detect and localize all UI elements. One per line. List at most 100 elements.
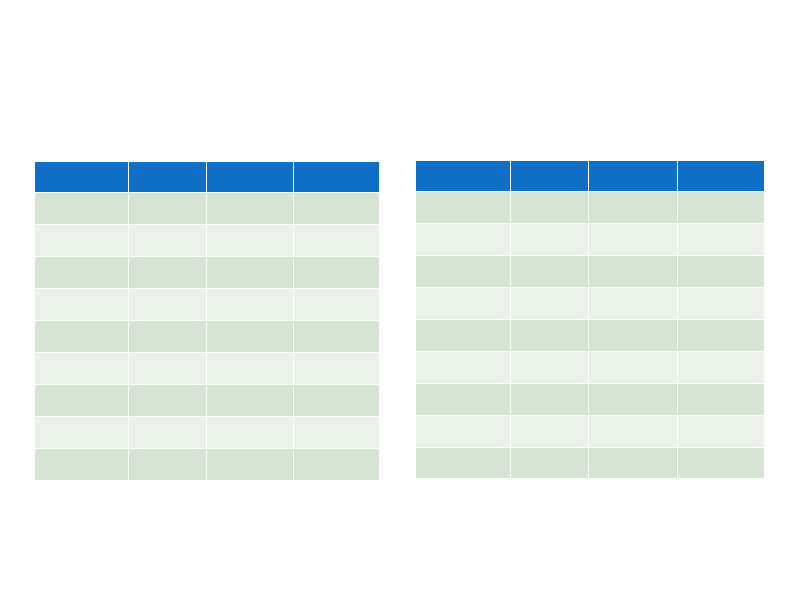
table-cell	[292, 320, 381, 353]
table-cell	[292, 352, 381, 385]
table-cell	[414, 191, 512, 224]
table-cell	[676, 383, 766, 416]
table-cell	[676, 319, 766, 352]
table-cell	[292, 224, 381, 257]
table-row	[414, 447, 766, 479]
table-cell	[414, 287, 512, 320]
table-cell	[292, 192, 381, 225]
header-cell	[510, 160, 590, 192]
table-cell	[510, 223, 590, 256]
table-cell	[510, 255, 590, 288]
table-cell	[33, 384, 130, 417]
table-cell	[33, 224, 130, 257]
table-row	[414, 319, 766, 352]
table-cell	[414, 319, 512, 352]
table-cell	[588, 447, 678, 479]
table-cell	[510, 415, 590, 448]
table-cell	[510, 191, 590, 224]
table-cell	[588, 319, 678, 352]
table-cell	[33, 320, 130, 353]
table-cell	[588, 383, 678, 416]
table-cell	[206, 384, 294, 417]
header-cell	[588, 160, 678, 192]
header-cell	[414, 160, 512, 192]
table	[414, 160, 766, 479]
table-cell	[292, 448, 381, 481]
table-cell	[206, 224, 294, 257]
table-row	[33, 352, 381, 385]
table-row	[33, 320, 381, 353]
table-cell	[414, 447, 512, 479]
table-cell	[128, 448, 208, 481]
table-cell	[292, 416, 381, 449]
table-row	[33, 192, 381, 225]
table-row	[33, 448, 381, 481]
table-cell	[206, 192, 294, 225]
table-cell	[588, 287, 678, 320]
table-cell	[128, 192, 208, 225]
table-cell	[33, 448, 130, 481]
header-cell	[128, 161, 208, 193]
table-cell	[588, 351, 678, 384]
table-cell	[128, 352, 208, 385]
table-cell	[128, 288, 208, 321]
header-cell	[33, 161, 130, 193]
table-cell	[33, 256, 130, 289]
table-cell	[414, 351, 512, 384]
table-row	[414, 351, 766, 384]
table-cell	[676, 255, 766, 288]
table-cell	[414, 223, 512, 256]
table-cell	[588, 223, 678, 256]
table-row	[414, 287, 766, 320]
table-cell	[292, 256, 381, 289]
table-cell	[676, 351, 766, 384]
table-cell	[588, 415, 678, 448]
table-cell	[206, 448, 294, 481]
table-cell	[292, 384, 381, 417]
table-row	[414, 191, 766, 224]
table-cell	[206, 288, 294, 321]
table-row	[414, 383, 766, 416]
table-cell	[206, 256, 294, 289]
table-row	[33, 384, 381, 417]
table-cell	[588, 191, 678, 224]
table-cell	[510, 447, 590, 479]
table-row	[414, 415, 766, 448]
table-cell	[206, 416, 294, 449]
table-row	[33, 256, 381, 289]
table-cell	[414, 255, 512, 288]
table-row	[33, 416, 381, 449]
header-cell	[206, 161, 294, 193]
table-cell	[676, 447, 766, 479]
table-cell	[33, 192, 130, 225]
table-cell	[414, 383, 512, 416]
table-cell	[128, 416, 208, 449]
table-row	[33, 224, 381, 257]
table-row	[414, 223, 766, 256]
table-cell	[510, 383, 590, 416]
table-row	[33, 288, 381, 321]
header-cell	[292, 161, 381, 193]
header-cell	[676, 160, 766, 192]
table-cell	[33, 416, 130, 449]
table-cell	[510, 351, 590, 384]
table-cell	[676, 223, 766, 256]
table-cell	[33, 352, 130, 385]
table-cell	[676, 287, 766, 320]
header-row	[414, 160, 766, 192]
table-cell	[128, 224, 208, 257]
table-cell	[206, 352, 294, 385]
table-cell	[292, 288, 381, 321]
header-row	[33, 161, 381, 193]
table-cell	[676, 415, 766, 448]
table-cell	[128, 384, 208, 417]
table-cell	[510, 319, 590, 352]
table-cell	[128, 320, 208, 353]
table-cell	[588, 255, 678, 288]
table-cell	[510, 287, 590, 320]
table-cell	[206, 320, 294, 353]
table-cell	[128, 256, 208, 289]
table	[33, 161, 381, 481]
